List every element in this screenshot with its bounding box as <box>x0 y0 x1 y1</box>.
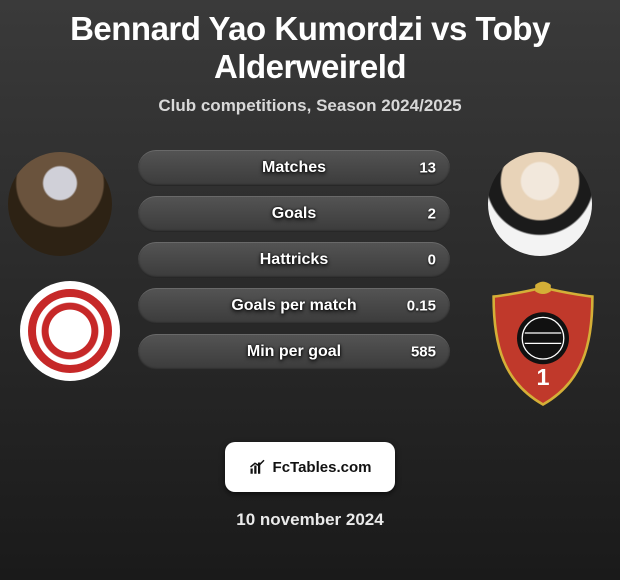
stat-label: Goals <box>272 205 316 223</box>
stat-value: 0 <box>428 252 436 269</box>
player-left-avatar <box>8 152 112 256</box>
chart-icon <box>249 458 267 476</box>
stat-value: 13 <box>419 160 436 177</box>
stat-value: 2 <box>428 206 436 223</box>
stat-bar-goals: Goals 2 <box>138 196 450 232</box>
page-subtitle: Club competitions, Season 2024/2025 <box>0 90 620 134</box>
brand-badge[interactable]: FcTables.com <box>225 442 395 492</box>
date-text: 10 november 2024 <box>0 502 620 530</box>
club-badge-right: 1 <box>478 281 608 411</box>
comparison-area: 1 Matches 13 Goals 2 Hattricks 0 Goals p… <box>0 134 620 414</box>
stat-bar-min-per-goal: Min per goal 585 <box>138 334 450 370</box>
stat-label: Hattricks <box>260 251 328 269</box>
club-badge-left <box>20 281 120 381</box>
page-title: Bennard Yao Kumordzi vs Toby Alderweirel… <box>0 0 620 90</box>
stat-label: Min per goal <box>247 343 341 361</box>
player-right-avatar <box>488 152 592 256</box>
stat-value: 0.15 <box>407 298 436 315</box>
stat-label: Matches <box>262 159 326 177</box>
stat-bar-matches: Matches 13 <box>138 150 450 186</box>
stat-label: Goals per match <box>231 297 356 315</box>
stat-bar-goals-per-match: Goals per match 0.15 <box>138 288 450 324</box>
svg-text:1: 1 <box>536 364 549 390</box>
stat-bar-hattricks: Hattricks 0 <box>138 242 450 278</box>
stat-bars: Matches 13 Goals 2 Hattricks 0 Goals per… <box>138 150 450 370</box>
stat-value: 585 <box>411 344 436 361</box>
brand-text: FcTables.com <box>273 459 372 476</box>
shield-icon: 1 <box>478 281 608 411</box>
